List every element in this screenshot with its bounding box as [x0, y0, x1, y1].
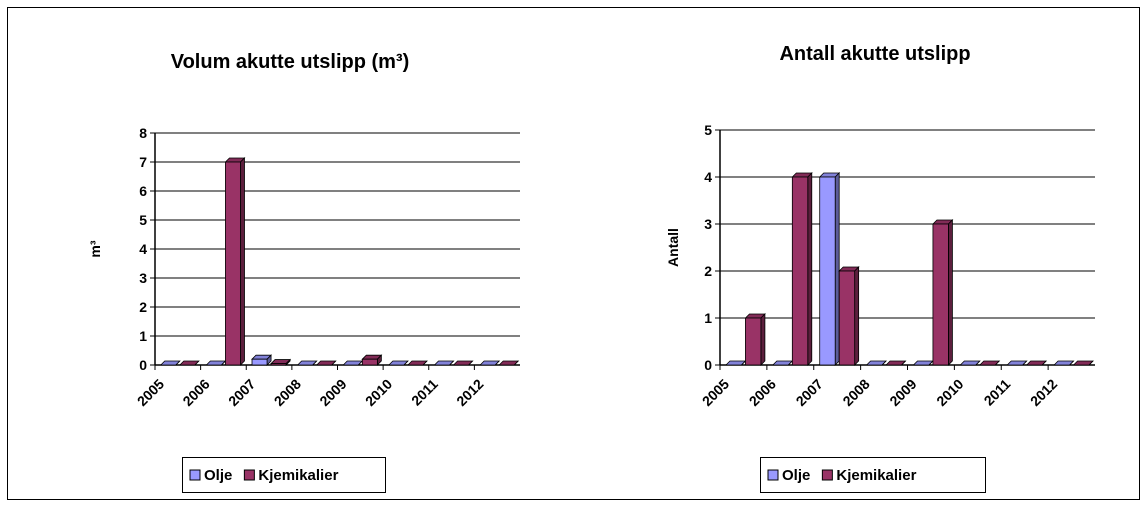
- y-tick-label: 2: [704, 263, 712, 279]
- legend-text: Kjemikalier: [258, 467, 338, 484]
- y-tick-label: 2: [139, 299, 147, 315]
- y-tick-label: 0: [139, 357, 147, 373]
- legend-box: [760, 457, 986, 493]
- y-tick-label: 3: [139, 270, 147, 286]
- bar-side: [1041, 360, 1047, 366]
- bar-side: [807, 172, 813, 366]
- chart-title: Volum akutte utslipp (m³): [171, 51, 410, 73]
- bar-side: [449, 360, 454, 366]
- bar-side: [403, 360, 409, 366]
- bar: [838, 270, 856, 366]
- bar-side: [468, 360, 473, 366]
- bar: [791, 176, 809, 366]
- legend-swatch: [821, 469, 833, 481]
- y-axis-label: Antall: [665, 228, 681, 267]
- legend-swatch: [243, 469, 255, 481]
- bar-side: [422, 360, 428, 366]
- legend-swatch: [189, 469, 201, 481]
- bar-side: [1088, 360, 1094, 366]
- bar-side: [331, 360, 337, 366]
- frame: [7, 7, 1140, 500]
- y-tick-label: 7: [139, 154, 147, 170]
- bar-side: [901, 360, 906, 366]
- bar-side: [948, 219, 953, 366]
- y-axis-label: m³: [87, 240, 103, 257]
- bar-side: [312, 360, 317, 366]
- y-tick-label: 0: [704, 357, 712, 373]
- bar-side: [240, 157, 245, 366]
- y-tick-label: 8: [139, 125, 147, 141]
- bar-side: [854, 266, 860, 366]
- bar: [819, 176, 836, 366]
- bar: [745, 317, 762, 366]
- bar: [251, 358, 268, 366]
- bar: [361, 358, 378, 366]
- bar: [270, 363, 287, 366]
- legend-text: Kjemikalier: [836, 467, 916, 484]
- legend-text: Olje: [782, 467, 810, 484]
- y-tick-label: 1: [139, 328, 147, 344]
- bar-side: [834, 172, 840, 366]
- bar-side: [1069, 360, 1074, 366]
- bar: [225, 161, 241, 366]
- bar-side: [975, 360, 981, 366]
- y-tick-label: 4: [704, 169, 712, 185]
- bar-side: [760, 313, 766, 366]
- bar-side: [1022, 360, 1027, 366]
- bar: [932, 223, 949, 366]
- bar-side: [194, 360, 200, 366]
- bar-side: [175, 360, 181, 366]
- y-tick-label: 3: [704, 216, 712, 232]
- bar-side: [494, 360, 500, 366]
- y-tick-label: 5: [139, 212, 147, 228]
- y-tick-label: 4: [139, 241, 147, 257]
- chart-title: Antall akutte utslipp: [779, 43, 970, 65]
- legend-text: Olje: [204, 467, 232, 484]
- bar-side: [994, 360, 1000, 366]
- bar-side: [881, 360, 887, 366]
- legend-box: [182, 457, 386, 493]
- y-tick-label: 1: [704, 310, 712, 326]
- y-tick-label: 5: [704, 122, 712, 138]
- bar-side: [513, 360, 519, 366]
- legend-swatch: [767, 469, 779, 481]
- y-tick-label: 6: [139, 183, 147, 199]
